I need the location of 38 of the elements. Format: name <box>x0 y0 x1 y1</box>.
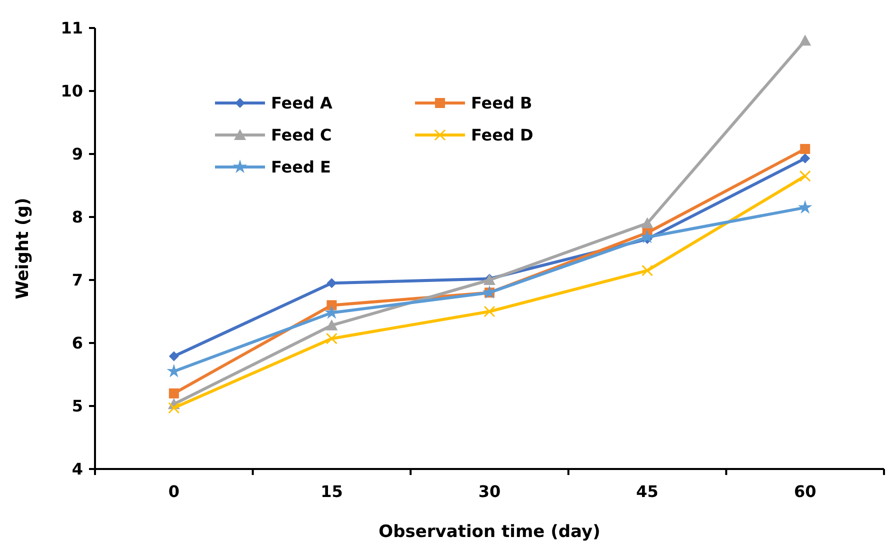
point <box>798 200 812 214</box>
point <box>325 306 338 318</box>
x-tick-label: 0 <box>168 482 180 501</box>
legend-label: Feed B <box>471 94 532 113</box>
point <box>168 351 179 362</box>
legend-label: Feed C <box>271 126 332 145</box>
y-tick-label: 6 <box>72 334 83 353</box>
point <box>167 364 180 377</box>
point <box>800 144 810 154</box>
point <box>642 264 654 276</box>
y-tick-label: 4 <box>72 460 83 479</box>
legend-label: Feed E <box>271 158 331 177</box>
y-tick-label: 10 <box>60 82 83 101</box>
y-tick-label: 8 <box>72 208 83 227</box>
point <box>326 300 337 310</box>
y-tick-label: 5 <box>72 396 83 416</box>
point <box>799 170 811 182</box>
y-tick-label: 11 <box>60 18 83 38</box>
y-axis-title: Weight (g) <box>13 198 33 300</box>
point <box>641 217 654 228</box>
point <box>326 278 337 288</box>
x-tick-label: 45 <box>636 482 658 501</box>
y-tick-label: 9 <box>72 144 83 164</box>
point <box>326 332 338 344</box>
legend-label: Feed A <box>271 94 334 113</box>
point <box>640 230 654 243</box>
x-axis-title: Observation time (day) <box>378 522 600 542</box>
point <box>326 319 338 330</box>
y-tick-label: 7 <box>72 270 83 290</box>
point <box>800 153 810 164</box>
point <box>168 402 180 414</box>
x-tick-label: 60 <box>794 482 816 501</box>
point <box>168 388 179 398</box>
x-tick-label: 15 <box>320 482 343 501</box>
point <box>484 306 496 318</box>
point <box>799 34 812 46</box>
x-tick-label: 30 <box>478 482 501 501</box>
legend-label: Feed D <box>471 126 534 145</box>
